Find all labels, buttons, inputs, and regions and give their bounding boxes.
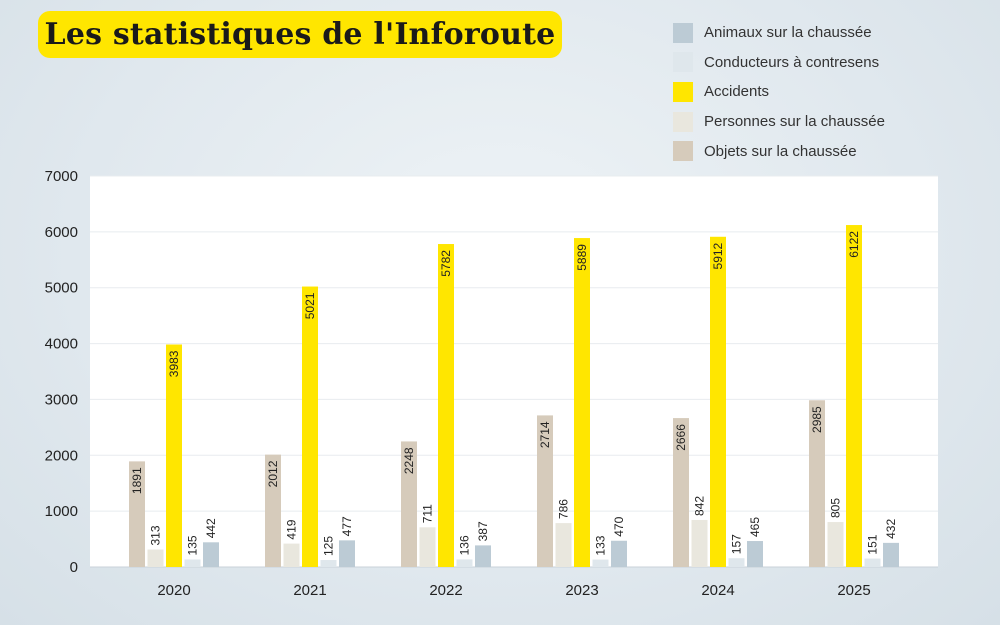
- bar: [574, 238, 590, 567]
- data-label: 136: [458, 535, 472, 555]
- bar: [537, 415, 553, 567]
- x-tick-label: 2024: [701, 582, 734, 599]
- legend-item: Animaux sur la chaussée: [673, 18, 885, 48]
- bar: [883, 542, 899, 567]
- data-label: 135: [186, 535, 200, 555]
- bar: [339, 540, 355, 567]
- bar: [846, 225, 862, 567]
- bar: [747, 541, 763, 567]
- x-tick-label: 2023: [565, 582, 598, 599]
- legend-swatch: [673, 81, 693, 102]
- bar: [864, 558, 881, 567]
- legend-label: Personnes sur la chaussée: [704, 113, 885, 131]
- legend-item: Objets sur la chaussée: [673, 136, 885, 166]
- legend-item: Personnes sur la chaussée: [673, 107, 885, 137]
- bar: [592, 559, 609, 567]
- y-tick-label: 4000: [45, 336, 78, 353]
- legend-swatch: [673, 141, 693, 162]
- legend-swatch: [673, 52, 693, 73]
- bar: [302, 286, 318, 567]
- bar: [809, 400, 825, 567]
- bar: [611, 540, 627, 567]
- bar: [401, 441, 417, 567]
- data-label: 477: [340, 516, 354, 536]
- y-tick-label: 0: [70, 559, 78, 576]
- x-tick-label: 2021: [293, 582, 326, 599]
- data-label: 6122: [847, 231, 861, 258]
- bar: [320, 560, 337, 567]
- data-label: 470: [612, 516, 626, 536]
- data-label: 2248: [402, 447, 416, 474]
- data-label: 5912: [711, 242, 725, 269]
- bar: [691, 519, 708, 567]
- x-tick-label: 2022: [429, 582, 462, 599]
- bar: [129, 461, 145, 567]
- data-label: 2714: [538, 421, 552, 448]
- bar: [728, 558, 745, 567]
- data-label: 2666: [674, 424, 688, 451]
- data-label: 2012: [266, 460, 280, 487]
- legend-swatch: [673, 111, 693, 132]
- data-label: 805: [829, 498, 843, 518]
- data-label: 465: [748, 517, 762, 537]
- bar: [555, 523, 572, 567]
- data-label: 5782: [439, 250, 453, 277]
- data-label: 842: [693, 496, 707, 516]
- data-label: 711: [421, 504, 435, 523]
- bar: [419, 527, 436, 567]
- bar: [673, 418, 689, 567]
- legend-swatch: [673, 22, 693, 43]
- data-label: 151: [866, 534, 880, 554]
- bar: [147, 549, 164, 567]
- bar: [283, 543, 300, 567]
- y-tick-label: 7000: [45, 168, 78, 185]
- legend-label: Conducteurs à contresens: [704, 53, 880, 71]
- y-tick-label: 2000: [45, 447, 78, 464]
- x-tick-label: 2020: [157, 582, 190, 599]
- legend-label: Objets sur la chaussée: [704, 142, 857, 160]
- bar: [827, 522, 844, 567]
- data-label: 5889: [575, 244, 589, 271]
- legend-item: Accidents: [673, 77, 885, 107]
- data-label: 2985: [810, 406, 824, 433]
- legend-label: Animaux sur la chaussée: [704, 24, 872, 42]
- y-tick-label: 6000: [45, 224, 78, 241]
- bar: [438, 244, 454, 567]
- data-label: 5021: [303, 292, 317, 319]
- data-label: 157: [730, 534, 744, 554]
- bar: [184, 559, 201, 567]
- y-tick-label: 1000: [45, 503, 78, 520]
- bar: [710, 236, 726, 567]
- y-tick-label: 3000: [45, 391, 78, 408]
- chart-title-banner: Les statistiques de l'Inforoute: [38, 11, 562, 58]
- data-label: 387: [476, 521, 490, 541]
- legend-item: Conducteurs à contresens: [673, 48, 885, 78]
- bar: [475, 545, 491, 567]
- bar: [203, 542, 219, 567]
- data-label: 1891: [130, 467, 144, 494]
- data-label: 313: [149, 525, 163, 545]
- legend-label: Accidents: [704, 83, 770, 101]
- x-tick-label: 2025: [837, 582, 870, 599]
- data-label: 133: [594, 535, 608, 555]
- y-tick-label: 5000: [45, 280, 78, 297]
- data-label: 786: [557, 499, 571, 519]
- chart-title: Les statistiques de l'Inforoute: [44, 17, 556, 52]
- plot-area: [90, 176, 938, 567]
- legend: Animaux sur la chaussée Conducteurs à co…: [673, 18, 885, 166]
- bar: [265, 454, 281, 567]
- data-label: 3983: [167, 350, 181, 377]
- data-label: 125: [322, 536, 336, 556]
- data-label: 442: [204, 518, 218, 538]
- data-label: 419: [285, 519, 299, 539]
- data-label: 432: [884, 519, 898, 539]
- bar: [166, 344, 182, 567]
- bar: [456, 559, 473, 567]
